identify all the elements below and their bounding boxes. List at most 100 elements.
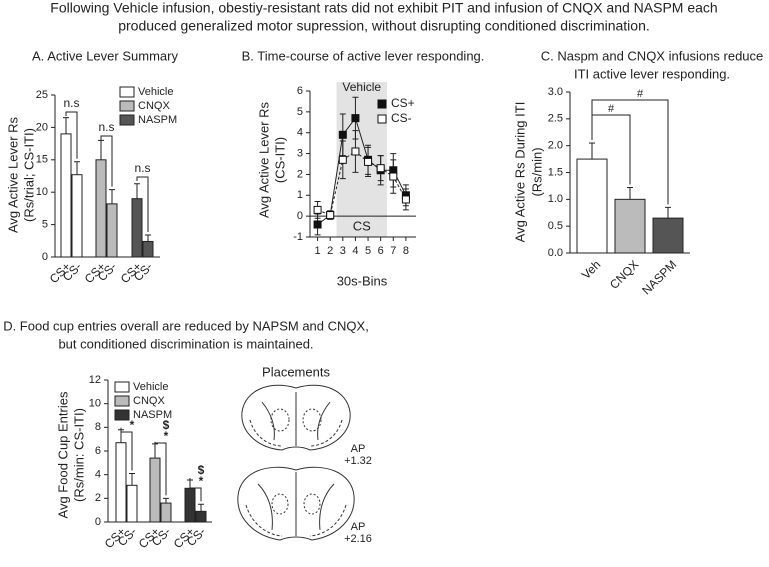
- y-tick-label: 1.0: [548, 193, 563, 205]
- error-bar: [627, 187, 633, 200]
- panel-title: C. Naspm and CNQX infusions reduce: [541, 48, 764, 63]
- section-label: +1.32: [344, 455, 372, 467]
- marker: [351, 114, 360, 123]
- legend-swatch: [119, 86, 135, 98]
- legend-label: Vehicle: [133, 381, 168, 393]
- y-axis-label: Avg Food Cup Entries: [55, 391, 70, 518]
- legend-swatch: [119, 114, 135, 126]
- figure-title: produced generalized motor supression, w…: [118, 18, 650, 34]
- section-label: AP: [351, 443, 366, 455]
- marker: [376, 164, 385, 173]
- y-tick-label: 1: [297, 189, 303, 201]
- annotation: *: [199, 474, 204, 488]
- error-bar: [98, 139, 104, 160]
- bar: [142, 240, 154, 258]
- x-tick-label: 8: [403, 245, 409, 257]
- legend-label: CNQX: [138, 100, 170, 112]
- error-bar: [152, 443, 158, 459]
- shade-label: Vehicle: [342, 80, 381, 94]
- panel-title: ITI active lever responding.: [574, 66, 730, 81]
- annotation: $: [198, 463, 205, 477]
- marker: [326, 211, 335, 220]
- y-axis-label: Avg Active Lever Rs: [5, 116, 20, 233]
- x-tick-label: 2: [327, 245, 333, 257]
- marker: [401, 195, 410, 204]
- marker: [364, 157, 373, 166]
- panel-title: A. Active Lever Summary: [32, 48, 178, 63]
- annotation: $: [163, 418, 170, 432]
- bar: [184, 487, 196, 523]
- section-label: +2.16: [344, 533, 372, 545]
- y-tick-label: 8: [95, 421, 101, 433]
- error-bar: [134, 183, 140, 199]
- y-tick-label: 4: [297, 127, 303, 139]
- error-bar: [109, 189, 115, 204]
- annotation: n.s: [63, 96, 79, 110]
- significance-bracket: [189, 477, 202, 502]
- marker: [313, 220, 322, 229]
- significance-bracket: [100, 135, 113, 187]
- y-axis-label: Avg Active Rs During ITI: [512, 102, 527, 243]
- legend-swatch: [377, 114, 387, 124]
- y-tick-label: 10: [89, 398, 101, 410]
- marker: [338, 155, 347, 164]
- brain-section: [237, 466, 355, 541]
- error-bar: [63, 117, 69, 134]
- x-tick-label: 3: [340, 245, 346, 257]
- panel-title: B. Time-course of active lever respondin…: [242, 48, 485, 63]
- y-tick-label: 3: [297, 147, 303, 159]
- bar: [126, 484, 138, 523]
- panel-title: but conditioned discrimination is mainta…: [58, 336, 313, 351]
- bar: [71, 174, 83, 258]
- y-tick-label: 6: [95, 445, 101, 457]
- figure-title: Following Vehicle infusion, obestiy-resi…: [50, 0, 717, 16]
- section-label: AP: [351, 521, 366, 533]
- significance-bracket: [591, 114, 631, 185]
- y-axis-label: (Rs/trial; CS-ITI): [21, 128, 36, 222]
- bar: [149, 457, 161, 523]
- y-tick-label: 2: [297, 168, 303, 180]
- y-tick-label: -1: [293, 231, 303, 243]
- x-tick-label: 1: [315, 245, 321, 257]
- legend-label: CS+: [391, 96, 415, 110]
- y-tick-label: 10: [36, 186, 48, 198]
- bar: [614, 198, 646, 254]
- y-axis-label: (Rs/min: CS-ITI): [71, 408, 86, 502]
- bar: [60, 133, 72, 258]
- x-tick-label: 4: [352, 245, 358, 257]
- legend-swatch: [114, 381, 130, 393]
- y-axis-label: (CS-ITI): [272, 137, 287, 183]
- y-tick-label: 6: [297, 85, 303, 97]
- y-tick-label: 5: [297, 106, 303, 118]
- bar: [652, 217, 684, 254]
- annotation: #: [637, 88, 644, 100]
- placements-title: Placements: [262, 364, 330, 379]
- x-tick-label: 6: [378, 245, 384, 257]
- error-bar: [145, 234, 151, 242]
- error-bar: [163, 497, 169, 504]
- error-bar: [589, 142, 595, 160]
- y-tick-label: 0.0: [548, 247, 563, 259]
- marker: [338, 130, 347, 139]
- annotation: *: [164, 429, 169, 443]
- bar: [131, 198, 143, 258]
- x-tick-label: CNQX: [607, 257, 641, 291]
- y-tick-label: 1.5: [548, 166, 563, 178]
- y-tick-label: 2: [95, 492, 101, 504]
- y-tick-label: 0: [95, 516, 101, 528]
- legend-label: NASPM: [133, 409, 172, 421]
- significance-bracket: [65, 111, 78, 159]
- y-tick-label: 0: [42, 251, 48, 263]
- y-tick-label: 5: [42, 219, 48, 231]
- legend-swatch: [119, 100, 135, 112]
- legend-label: CS-: [391, 111, 412, 125]
- annotation: n.s: [98, 120, 114, 134]
- error-bar: [129, 472, 135, 486]
- x-tick-label: NASPM: [639, 257, 679, 297]
- legend-label: NASPM: [138, 114, 177, 126]
- bar: [95, 159, 107, 258]
- bar: [576, 158, 608, 254]
- y-tick-label: 15: [36, 154, 48, 166]
- marker: [351, 147, 360, 156]
- x-axis-label: 30s-Bins: [337, 273, 388, 288]
